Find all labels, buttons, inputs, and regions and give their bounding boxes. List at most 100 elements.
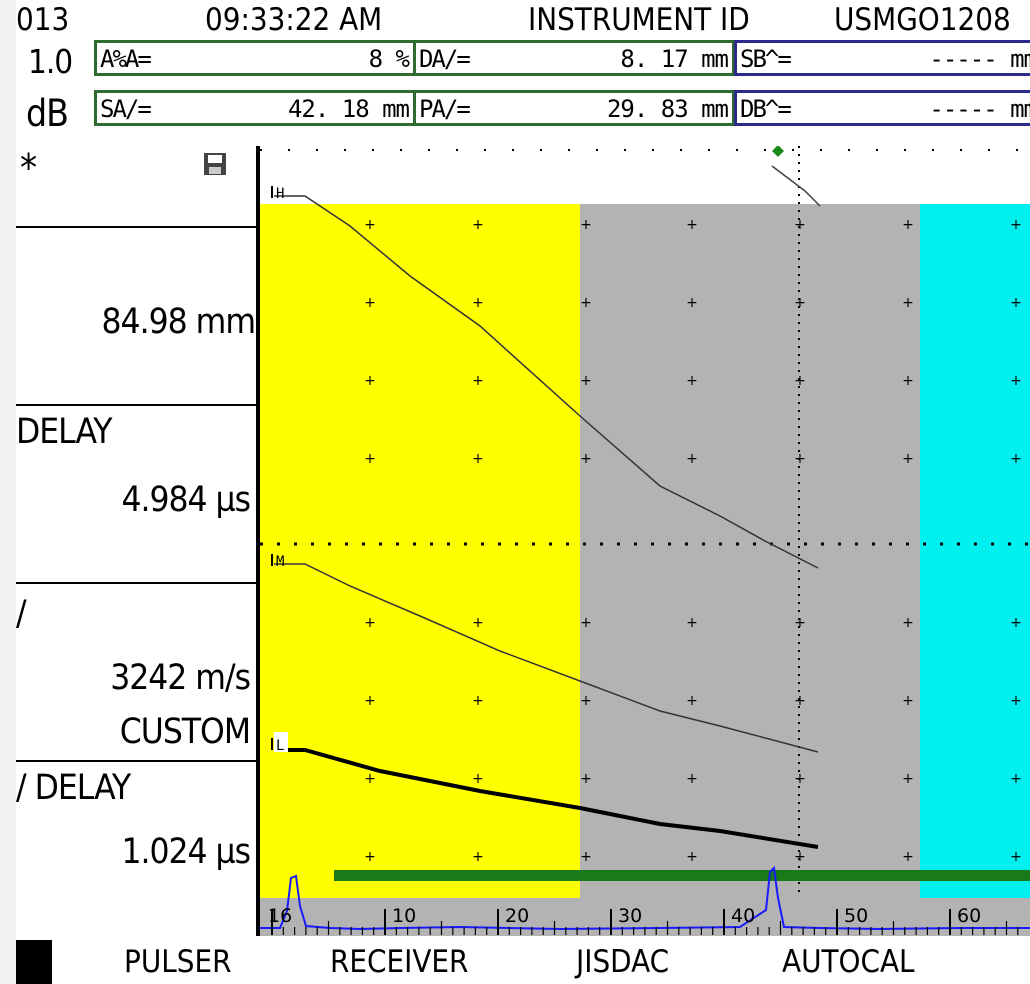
grid-mark: + [902,451,914,467]
grid-mark: + [364,693,376,709]
grid-mark: + [580,295,592,311]
reading-cell-depth-b[interactable]: DB^= ----- mm [734,90,1030,126]
clock-time: 09:33:22 AM [205,2,383,38]
reading-cell-projection-a[interactable]: PA/= 29. 83 mm [413,90,735,126]
curve-l-text: L [276,738,284,754]
grid-mark: + [686,373,698,389]
gain-unit: dB [26,92,69,135]
grid-mark: + [580,373,592,389]
instrument-id: USMGO1208 [834,2,1011,38]
grid-mark: + [1010,217,1022,233]
grid-mark: + [794,217,806,233]
grid-mark: + [580,771,592,787]
grid-mark: + [902,771,914,787]
softkey-jisdac[interactable]: JISDAC [576,944,670,980]
grid-mark: + [472,217,484,233]
grid-mark: + [1010,373,1022,389]
grid-marks: + + + + + + + + + + + + + + + + + + + + + + + + + + + + + + + + + + + + + + + +… [364,217,1022,865]
range-value[interactable]: 84.98 mm [101,302,256,342]
probe-delay-label: / DELAY [16,768,131,808]
grid-mark: + [580,693,592,709]
grid-mark: + [686,771,698,787]
curve-h-text: H [276,186,284,202]
grid-mark: + [472,451,484,467]
ruler-labels: 16 10 20 30 40 50 60 [268,905,981,927]
grid-mark: + [686,451,698,467]
ruler-label: 60 [957,905,981,927]
delay-label: DELAY [16,412,113,452]
grid-mark: + [580,849,592,865]
velocity-value[interactable]: 3242 m/s [110,658,251,698]
gain-step: 1.0 [28,42,73,81]
gate-a-bar[interactable] [334,870,1030,881]
reading-label: SA/= [100,95,152,123]
grid-mark: + [472,693,484,709]
gray-zone [580,204,920,898]
grid-mark: + [580,615,592,631]
reading-label: PA/= [419,95,471,123]
grid-mark: + [902,615,914,631]
reading-cell-sound-path-a[interactable]: SA/= 42. 18 mm [94,90,416,126]
grid-mark: + [686,615,698,631]
dac-curve-l [274,748,819,849]
grid-mark: + [902,373,914,389]
grid-mark: + [472,373,484,389]
delay-value[interactable]: 4.984 µs [121,480,251,520]
asterisk-indicator: * [20,146,37,190]
grid-mark: + [364,217,376,233]
panel-divider [16,760,258,762]
grid-mark: + [580,217,592,233]
curve-l-label: L [271,732,288,754]
grid-mark: + [794,693,806,709]
grid-mark: + [580,451,592,467]
curve-m-text: M [276,554,284,570]
grid-mark: + [364,451,376,467]
reading-cell-apercent[interactable]: A%A= 8 % [94,40,416,76]
grid-mark: + [1010,693,1022,709]
date-fragment: 013 [16,2,70,38]
reading-value: 8. 17 mm [620,45,729,73]
grid-mark: + [902,217,914,233]
curve-h-tail [771,165,821,207]
reading-cell-depth-a[interactable]: DA/= 8. 17 mm [413,40,735,76]
probe-delay-value[interactable]: 1.024 µs [121,832,251,872]
reading-value: ----- mm [929,45,1030,73]
grid-mark: + [794,615,806,631]
ruler-label: 50 [844,905,868,927]
reading-value: 42. 18 mm [287,95,410,123]
velocity-label: / [16,594,27,634]
grid-mark: + [686,217,698,233]
curve-m-label: M [271,554,284,570]
ruler-label: 40 [731,905,755,927]
reading-cell-sound-path-b[interactable]: SB^= ----- mm [734,40,1030,76]
grid-mark: + [364,771,376,787]
ruler-label: 10 [392,905,416,927]
panel-divider [16,226,258,228]
softkey-indicator [16,940,52,984]
reading-value: 29. 83 mm [606,95,729,123]
reading-label: DA/= [419,45,471,73]
ascan-signal [260,865,1030,931]
reading-label: A%A= [100,45,152,73]
reading-value: ----- mm [929,95,1030,123]
grid-mark: + [686,295,698,311]
grid-mark: + [686,849,698,865]
ruler-label: 30 [618,905,642,927]
grid-mark: + [1010,615,1022,631]
dac-curve-h [274,195,819,569]
grid-mark: + [1010,771,1022,787]
ruler-label: 16 [268,905,292,927]
grid-mark: + [1010,849,1022,865]
grid-mark: + [794,295,806,311]
panel-divider [16,404,258,406]
ascan-display[interactable]: + + + + + + + + + + + + + + + + + + + + + + + + + + + + + + + + + + + + + + + +… [260,146,1030,936]
save-icon[interactable] [203,152,227,176]
grid-mark: + [472,615,484,631]
grid-mark: + [794,373,806,389]
cursor-marker-icon[interactable] [772,146,784,157]
softkey-receiver[interactable]: RECEIVER [330,944,469,980]
softkey-pulser[interactable]: PULSER [124,944,232,980]
grid-mark: + [902,295,914,311]
softkey-autocal[interactable]: AUTOCAL [782,944,915,980]
